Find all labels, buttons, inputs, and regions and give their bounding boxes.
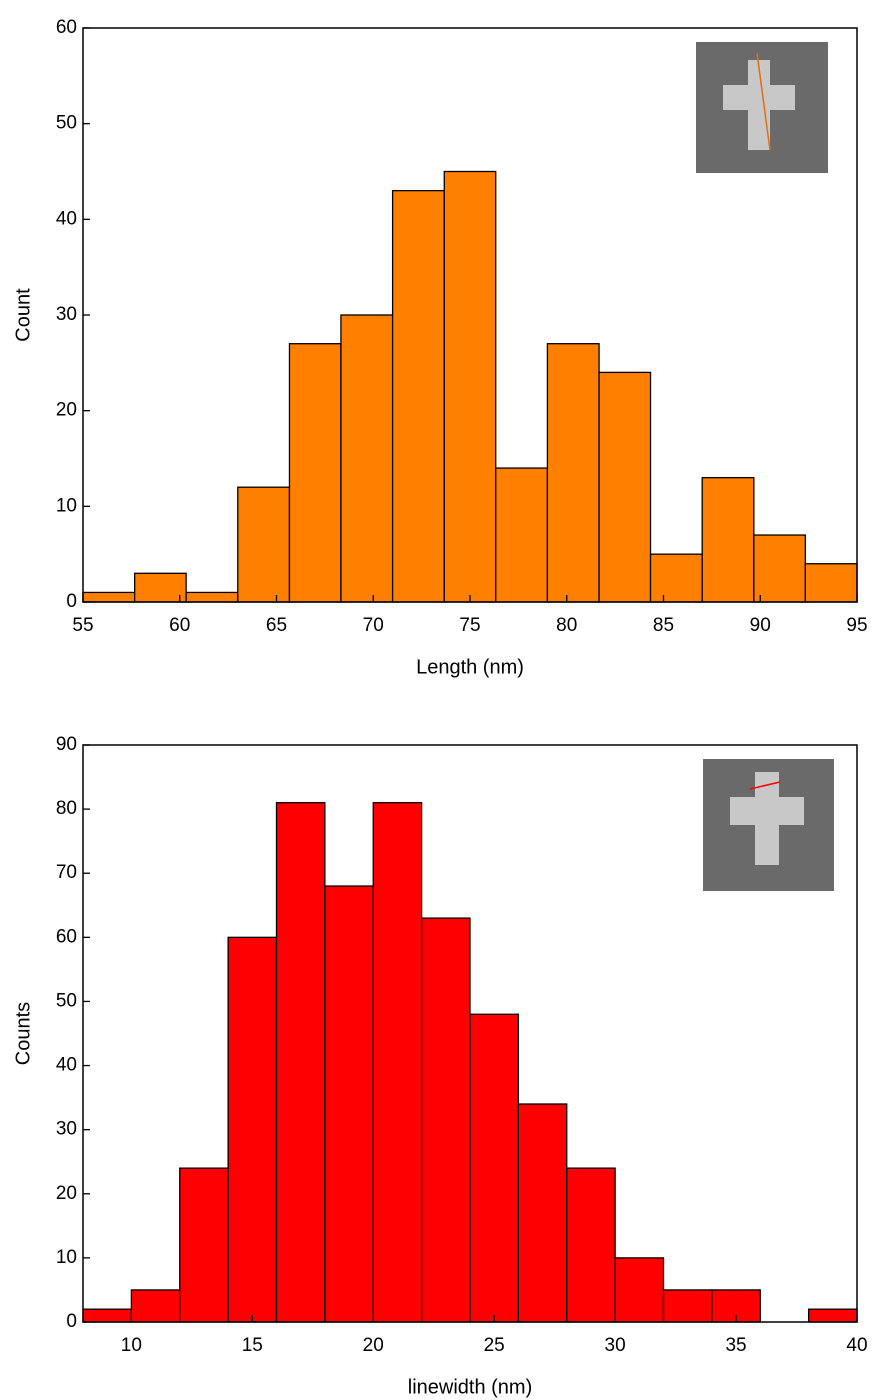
y-tick-label: 0 — [66, 1311, 77, 1332]
inset-arrow — [756, 52, 771, 151]
y-tick-label: 70 — [56, 862, 77, 883]
y-tick-label: 50 — [56, 990, 77, 1011]
y-axis-label: Counts — [12, 1002, 34, 1065]
y-tick-label: 40 — [56, 208, 77, 229]
x-tick-label: 25 — [484, 1335, 505, 1356]
x-tick-label: 30 — [605, 1335, 626, 1356]
x-tick-label: 10 — [121, 1335, 142, 1356]
y-tick-label: 80 — [56, 798, 77, 819]
inset-shape — [730, 772, 804, 865]
inset-arrow — [749, 781, 781, 790]
inset-shape — [723, 60, 795, 150]
bar — [288, 343, 342, 603]
bar — [546, 343, 600, 603]
bar — [753, 534, 806, 603]
x-tick-label: 80 — [556, 615, 577, 636]
bar — [237, 486, 291, 603]
x-tick-label: 65 — [266, 615, 287, 636]
bar — [82, 591, 136, 603]
bar — [804, 563, 858, 603]
bar — [443, 170, 497, 603]
x-tick-label: 40 — [846, 1335, 867, 1356]
bar — [372, 802, 423, 1323]
bar — [340, 314, 394, 603]
x-tick-label: 95 — [846, 615, 867, 636]
x-tick-label: 85 — [653, 615, 674, 636]
bar — [662, 1289, 713, 1323]
bar — [324, 885, 374, 1323]
plot-frame — [82, 744, 858, 1323]
bar — [82, 1308, 133, 1323]
bar — [227, 936, 278, 1323]
x-axis-label: Length (nm) — [416, 656, 524, 678]
x-tick-label: 70 — [363, 615, 384, 636]
y-tick-label: 90 — [56, 734, 77, 755]
bar — [701, 476, 755, 603]
bar — [566, 1167, 616, 1323]
y-tick-label: 60 — [56, 926, 77, 947]
x-axis-label: linewidth (nm) — [408, 1376, 532, 1398]
x-tick-label: 35 — [725, 1335, 746, 1356]
x-tick-label: 75 — [459, 615, 480, 636]
y-tick-label: 20 — [56, 400, 77, 421]
bar — [614, 1257, 665, 1323]
bar — [598, 371, 652, 603]
y-tick-label: 30 — [56, 304, 77, 325]
bar — [807, 1308, 858, 1323]
inset-image — [696, 42, 828, 173]
inset-image — [703, 759, 834, 891]
y-tick-label: 10 — [56, 495, 77, 516]
x-tick-label: 90 — [750, 615, 771, 636]
y-tick-label: 60 — [56, 17, 77, 38]
bar — [275, 802, 326, 1323]
y-tick-label: 40 — [56, 1055, 77, 1076]
y-tick-label: 10 — [56, 1247, 77, 1268]
bar — [185, 591, 239, 603]
bar — [649, 553, 703, 603]
bar — [179, 1167, 229, 1323]
bar — [420, 917, 471, 1323]
x-tick-label: 55 — [72, 615, 93, 636]
bar — [130, 1289, 181, 1323]
y-tick-label: 0 — [66, 591, 77, 612]
bar — [469, 1013, 520, 1323]
x-tick-label: 15 — [242, 1335, 263, 1356]
bar — [391, 189, 445, 603]
bar — [495, 467, 549, 603]
x-tick-label: 60 — [169, 615, 190, 636]
bar — [517, 1103, 568, 1323]
bar — [134, 572, 187, 603]
y-tick-label: 20 — [56, 1183, 77, 1204]
y-axis-label: Count — [12, 288, 34, 342]
y-tick-label: 50 — [56, 113, 77, 134]
y-tick-label: 30 — [56, 1119, 77, 1140]
x-tick-label: 20 — [363, 1335, 384, 1356]
